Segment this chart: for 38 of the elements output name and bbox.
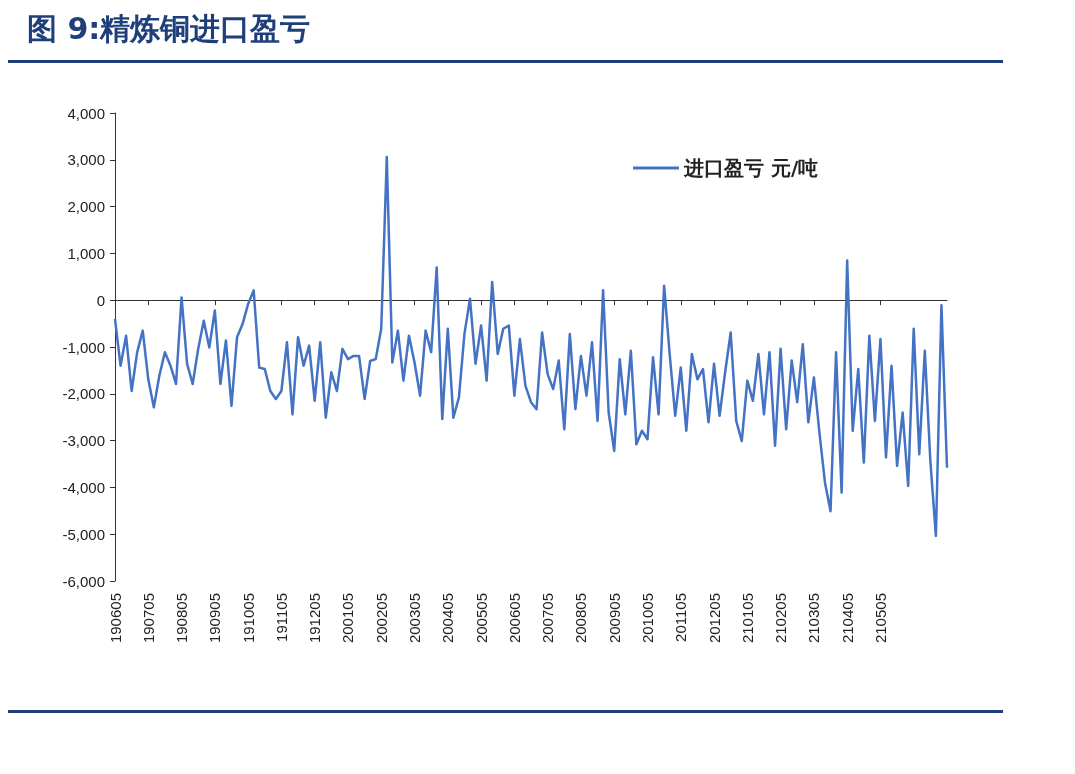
- x-tick-label: 201205: [705, 593, 723, 644]
- y-tick-label: 2,000: [67, 198, 105, 216]
- y-tick-label: 0: [96, 291, 105, 309]
- x-tick-label: 190605: [106, 593, 124, 644]
- x-tick-label: 210205: [772, 593, 790, 644]
- x-tick-label: 200705: [539, 593, 557, 644]
- line-series: [113, 155, 949, 538]
- x-tick-label: 200305: [406, 593, 424, 644]
- legend-label: 进口盈亏 元/吨: [683, 156, 819, 180]
- x-tick-label: 210305: [805, 593, 823, 644]
- x-tick-label: 191005: [239, 593, 257, 644]
- x-tick-label: 190805: [173, 593, 191, 644]
- x-tick-label: 200605: [505, 593, 523, 644]
- x-tick-label: 210405: [838, 593, 856, 644]
- x-tick-label: 200205: [372, 593, 390, 644]
- x-tick-label: 210105: [738, 593, 756, 644]
- y-tick-label: -3,000: [62, 432, 105, 450]
- x-tick-label: 210505: [871, 593, 889, 644]
- x-tick-label: 191105: [272, 593, 290, 642]
- x-tick-label: 201105: [672, 593, 690, 642]
- y-tick-label: -5,000: [62, 525, 105, 543]
- x-tick-label: 201005: [638, 593, 656, 644]
- y-tick-label: -2,000: [62, 385, 105, 403]
- x-tick-label: 200805: [572, 593, 590, 644]
- y-tick-label: -4,000: [62, 478, 105, 496]
- x-tick-label: 200105: [339, 593, 357, 644]
- y-tick-label: -1,000: [62, 338, 105, 356]
- x-tick-label: 200905: [605, 593, 623, 644]
- x-tick-label: 200405: [439, 593, 457, 644]
- x-tick-label: 200505: [472, 593, 490, 644]
- y-tick-label: 1,000: [67, 244, 105, 262]
- y-tick-label: 4,000: [67, 104, 105, 122]
- x-tick-label: 191205: [306, 593, 324, 644]
- chart-title: 图 9:精炼铜进口盈亏: [27, 10, 311, 46]
- x-tick-label: 190905: [206, 593, 224, 644]
- y-tick-label: 3,000: [67, 151, 105, 169]
- x-tick-label: 190705: [139, 593, 157, 644]
- y-tick-label: -6,000: [62, 572, 105, 590]
